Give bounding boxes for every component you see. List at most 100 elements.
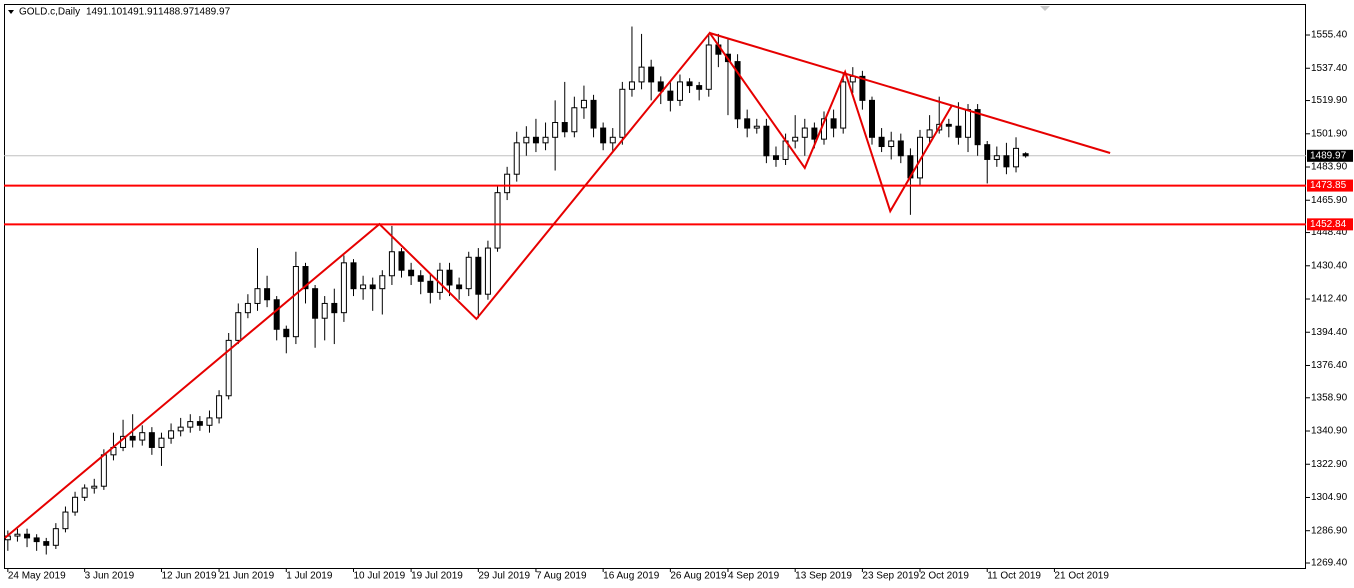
candle-body [225,339,232,397]
y-tick-label: 1555.40 [1311,30,1348,41]
candle-body [33,537,40,543]
candle-body [772,155,779,160]
candle-body [734,61,741,120]
candle-body [974,109,981,146]
x-tick-label: 24 May 2019 [8,571,66,582]
candle-body [744,118,751,129]
candle-body [446,269,453,286]
candle-body [590,99,597,129]
y-tick-label: 1519.90 [1311,95,1348,106]
candle-body [648,66,655,83]
candle-body [859,75,866,101]
candle-body [456,284,463,290]
candle-body [552,122,559,138]
x-tick-label: 23 Sep 2019 [862,571,919,582]
candle-body [580,99,587,109]
x-tick-label: 10 Jul 2019 [354,571,406,582]
candle-body [302,266,309,290]
current-price-box [1307,149,1353,162]
level-label-box [1307,179,1353,192]
candle-body [561,122,568,133]
candle-body [571,107,578,133]
candle-body [177,426,184,432]
candle-body [427,280,434,293]
y-tick-label: 1501.90 [1311,128,1348,139]
y-tick-label: 1304.90 [1311,492,1348,503]
candle-body [984,144,991,160]
level-label: 1452.84 [1310,219,1347,230]
x-tick-label: 3 Jun 2019 [85,571,135,582]
candle-body [513,142,520,175]
ohlc-close: 1489.97 [194,7,231,18]
menu-arrow[interactable] [8,10,14,14]
candle-body [264,288,271,301]
candle-body [955,125,962,138]
shift-marker [1040,6,1050,11]
candle-body [609,136,616,144]
candle-body [91,485,98,489]
candle-body [158,437,165,448]
candle-body [628,81,635,90]
candle-body [638,66,645,83]
candle-body [965,109,972,138]
candle-body [869,99,875,138]
candle-body [100,454,107,487]
x-tick-label: 7 Aug 2019 [536,571,587,582]
candle-body [676,81,683,101]
candle-body [312,288,319,319]
candle-body [1013,147,1020,168]
candle-body [792,136,799,142]
candle-body [408,269,415,277]
candle-body [206,417,213,426]
y-tick-label: 1269.40 [1311,558,1348,569]
symbol: GOLD.c,Daily [19,7,80,18]
ohlc-low: 1488.97 [158,7,195,18]
candle-body [350,262,357,290]
candle-body [840,81,847,129]
candle-body [14,533,21,537]
candle-body [388,251,395,277]
candle-body [475,256,482,295]
y-tick-label: 1322.90 [1311,459,1348,470]
candle-body [129,435,136,441]
x-tick-label: 26 Aug 2019 [670,571,727,582]
candle-body [369,284,376,290]
x-tick-label: 1 Jul 2019 [286,571,333,582]
candle-body [484,247,491,295]
candle-body [619,88,626,138]
y-tick-label: 1358.90 [1311,392,1348,403]
candle-body [753,125,760,129]
candle-body [763,125,770,157]
current-price-label: 1489.97 [1310,150,1347,161]
candle-body [705,44,712,90]
candle-body [187,421,194,428]
candle-body [360,284,367,290]
candle-body [148,432,155,448]
candle-body [72,496,79,513]
candle-body [504,173,511,194]
candle-body [888,140,895,148]
candle-body [686,81,693,87]
y-tick-label: 1483.90 [1311,162,1348,173]
candle-body [494,192,501,249]
candle-body [292,266,299,338]
candle-body [897,140,904,157]
candle-body [139,432,146,441]
y-tick-label: 1340.90 [1311,426,1348,437]
x-tick-label: 19 Jul 2019 [411,571,463,582]
candle-body [801,127,808,138]
x-tick-label: 16 Aug 2019 [603,571,660,582]
x-tick-label: 11 Oct 2019 [987,571,1041,582]
candle-body [532,136,539,144]
y-tick-label: 1430.40 [1311,260,1348,271]
candle-body [945,123,952,127]
candle-body [62,511,69,530]
x-tick-label: 21 Oct 2019 [1054,571,1109,582]
candle-body [331,302,338,314]
candle-body [465,256,472,290]
y-tick-label: 1537.40 [1311,63,1348,74]
candle-body [1003,155,1010,168]
candle-body [168,430,175,439]
candle-body [667,90,674,101]
ohlc-open: 1491.10 [86,7,123,18]
